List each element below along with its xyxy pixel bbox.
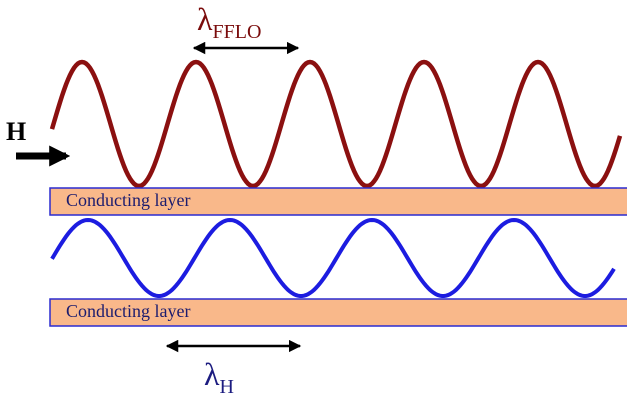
subscript: FFLO	[213, 21, 262, 43]
symbol: λ	[197, 1, 213, 37]
lambda-h-label: λH	[204, 356, 234, 398]
layer-label: Conducting layer	[66, 301, 190, 321]
subscript: H	[220, 376, 234, 398]
lambda-fflo-label: λFFLO	[197, 1, 261, 43]
fflo-wave	[49, 59, 623, 189]
layer-label: Conducting layer	[66, 190, 190, 210]
conducting-layer	[49, 187, 627, 216]
field-label: H	[6, 117, 26, 146]
conducting-layer	[49, 298, 627, 327]
field-wave	[50, 217, 616, 298]
symbol: λ	[204, 356, 220, 392]
